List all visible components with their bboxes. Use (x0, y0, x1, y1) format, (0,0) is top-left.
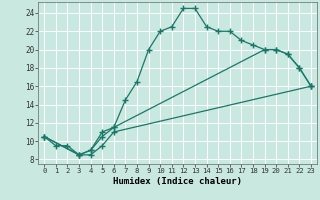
X-axis label: Humidex (Indice chaleur): Humidex (Indice chaleur) (113, 177, 242, 186)
